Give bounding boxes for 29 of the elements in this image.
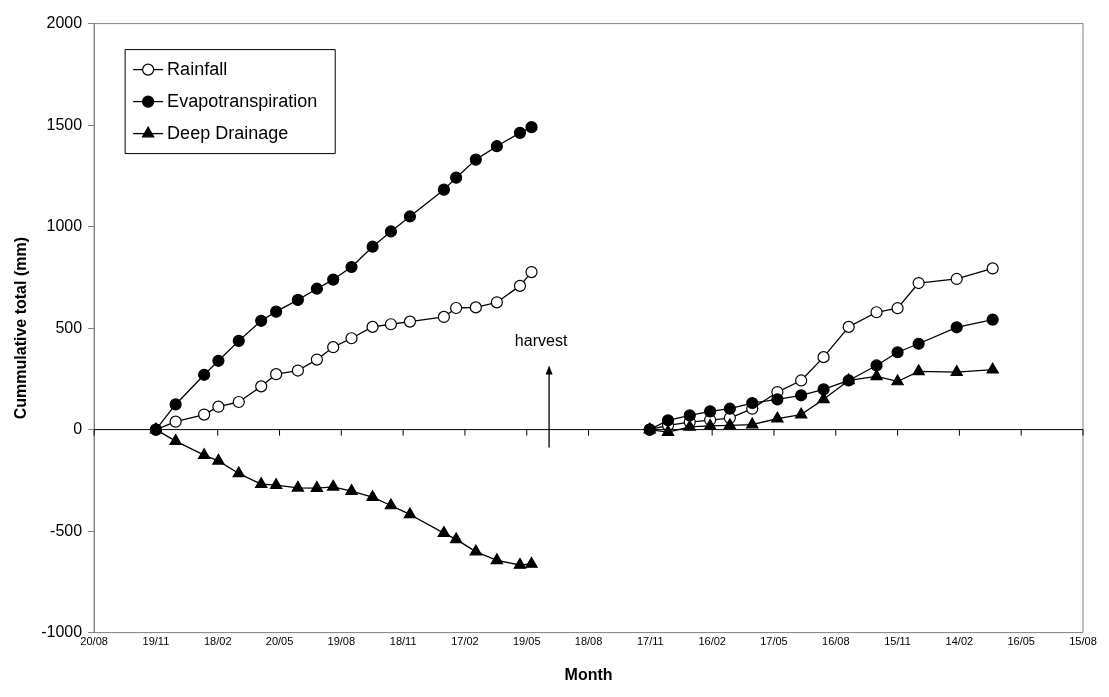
x-tick-label: 14/02 <box>945 635 974 648</box>
legend-label: Deep Drainage <box>167 122 289 143</box>
y-tick-label: 0 <box>73 420 83 438</box>
x-tick-label: 16/05 <box>1007 635 1035 648</box>
x-tick-label: 17/05 <box>760 635 788 648</box>
x-tick-label: 17/11 <box>637 635 664 648</box>
x-tick-label: 18/02 <box>203 635 232 648</box>
legend-label: Rainfall <box>167 58 228 79</box>
annotation: harvest <box>514 332 568 350</box>
y-tick-label: 500 <box>55 318 83 336</box>
x-tick-label: 15/08 <box>1069 635 1097 648</box>
y-tick-label: 1500 <box>46 115 83 133</box>
legend-label: Evapotranspiration <box>167 90 318 111</box>
x-axis-title: Month <box>564 665 613 683</box>
x-tick-label: 20/08 <box>80 635 108 648</box>
x-tick-label: 18/11 <box>389 635 417 648</box>
x-tick-label: 16/02 <box>698 635 726 648</box>
y-tick-label: -500 <box>50 521 83 539</box>
y-axis-title: Cummulative total (mm) <box>12 236 30 420</box>
x-tick-label: 16/08 <box>822 635 850 648</box>
x-tick-label: 17/02 <box>451 635 479 648</box>
x-tick-label: 19/05 <box>512 635 541 648</box>
x-tick-label: 19/08 <box>327 635 356 648</box>
x-tick-label: 20/05 <box>265 635 294 648</box>
x-tick-label: 19/11 <box>142 635 170 648</box>
y-tick-label: 2000 <box>46 14 83 32</box>
y-tick-label: 1000 <box>46 217 83 235</box>
x-tick-label: 15/11 <box>884 635 911 648</box>
x-tick-label: 18/08 <box>574 635 603 648</box>
